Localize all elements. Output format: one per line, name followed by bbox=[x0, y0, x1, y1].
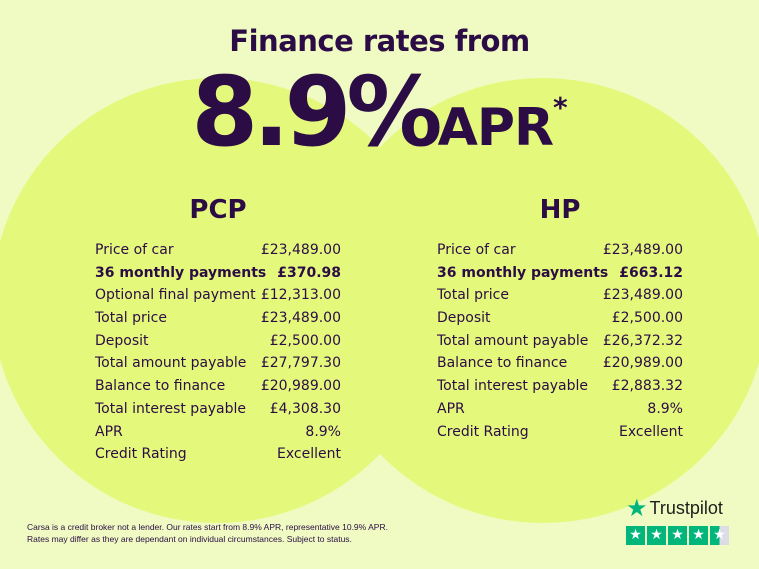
rate-unit: APR bbox=[437, 98, 554, 158]
row-value: 8.9% bbox=[647, 400, 683, 417]
rate-display: 8.9%APR* bbox=[0, 62, 759, 162]
pcp-title: PCP bbox=[189, 195, 247, 225]
hp-row: Deposit £2,500.00 bbox=[437, 307, 683, 330]
row-value: £663.12 bbox=[619, 264, 683, 281]
row-value: £2,883.32 bbox=[611, 378, 683, 395]
pcp-row: Total amount payable £27,797.30 bbox=[95, 352, 341, 375]
rating-star-icon: ★ bbox=[626, 526, 645, 545]
row-value: £23,489.00 bbox=[260, 310, 341, 327]
hp-row: Credit Rating Excellent bbox=[437, 421, 683, 444]
hp-panel: HP Price of car £23,489.00 36 monthly paym… bbox=[437, 195, 683, 443]
rating-star-icon: ★ bbox=[668, 526, 687, 545]
row-label: Optional final payment bbox=[95, 287, 256, 304]
disclaimer-line-1: Carsa is a credit broker not a lender. O… bbox=[27, 522, 388, 532]
row-label: Price of car bbox=[95, 242, 174, 258]
row-value: £23,489.00 bbox=[260, 242, 341, 258]
disclaimer: Carsa is a credit broker not a lender. O… bbox=[27, 521, 388, 545]
pcp-row: APR 8.9% bbox=[95, 421, 341, 444]
hp-row: Price of car £23,489.00 bbox=[437, 239, 683, 262]
pcp-row: Balance to finance £20,989.00 bbox=[95, 375, 341, 398]
row-label: 36 monthly payments bbox=[95, 264, 267, 281]
row-label: Total price bbox=[437, 287, 509, 304]
hp-row: APR 8.9% bbox=[437, 398, 683, 421]
pcp-row: Price of car £23,489.00 bbox=[95, 239, 341, 262]
row-value: £20,989.00 bbox=[602, 355, 683, 372]
row-value: £23,489.00 bbox=[602, 242, 683, 258]
disclaimer-line-2: Rates may differ as they are dependant o… bbox=[27, 534, 352, 544]
row-label: Total amount payable bbox=[95, 355, 247, 372]
row-label: Total interest payable bbox=[95, 400, 247, 417]
hp-row: 36 monthly payments £663.12 bbox=[437, 262, 683, 285]
row-label: Deposit bbox=[95, 332, 149, 349]
pcp-row: Total price £23,489.00 bbox=[95, 307, 341, 330]
row-value: 8.9% bbox=[305, 423, 341, 440]
row-label: APR bbox=[95, 423, 123, 440]
rate-asterisk: * bbox=[553, 91, 568, 124]
row-value: £26,372.32 bbox=[602, 332, 683, 349]
row-label: Balance to finance bbox=[95, 378, 226, 395]
pcp-row: Optional final payment £12,313.00 bbox=[95, 284, 341, 307]
row-label: Credit Rating bbox=[437, 423, 529, 440]
row-label: 36 monthly payments bbox=[437, 264, 609, 281]
row-value: £12,313.00 bbox=[260, 287, 341, 304]
rating-star-icon: ★ bbox=[689, 526, 708, 545]
hp-row: Total interest payable £2,883.32 bbox=[437, 375, 683, 398]
rate-value: 8.9% bbox=[191, 56, 442, 168]
row-label: Total interest payable bbox=[437, 378, 589, 395]
row-label: APR bbox=[437, 400, 465, 417]
rating-star-icon: ★ bbox=[710, 526, 729, 545]
row-value: £2,500.00 bbox=[611, 310, 683, 327]
row-value: Excellent bbox=[277, 446, 341, 463]
rating-star-icon: ★ bbox=[647, 526, 666, 545]
headline: Finance rates from bbox=[229, 24, 530, 58]
row-label: Total price bbox=[95, 310, 167, 327]
hp-row: Total price £23,489.00 bbox=[437, 284, 683, 307]
row-value: £23,489.00 bbox=[602, 287, 683, 304]
trustpilot-label: Trustpilot bbox=[649, 498, 723, 518]
trustpilot-badge[interactable]: ★ Trustpilot ★ ★ ★ ★ ★ bbox=[626, 494, 729, 545]
pcp-panel: PCP Price of car £23,489.00 36 monthly pay… bbox=[95, 195, 341, 466]
row-label: Credit Rating bbox=[95, 446, 187, 463]
hp-row: Balance to finance £20,989.00 bbox=[437, 352, 683, 375]
trustpilot-logo: ★ Trustpilot bbox=[626, 494, 729, 523]
row-value: £370.98 bbox=[277, 264, 341, 281]
pcp-row: 36 monthly payments £370.98 bbox=[95, 262, 341, 285]
row-value: £27,797.30 bbox=[260, 355, 341, 372]
pcp-row: Deposit £2,500.00 bbox=[95, 330, 341, 353]
row-value: £2,500.00 bbox=[269, 332, 341, 349]
row-value: £4,308.30 bbox=[269, 400, 341, 417]
pcp-row: Credit Rating Excellent bbox=[95, 443, 341, 466]
pcp-row: Total interest payable £4,308.30 bbox=[95, 398, 341, 421]
trustpilot-rating: ★ ★ ★ ★ ★ bbox=[626, 526, 729, 545]
row-label: Deposit bbox=[437, 310, 491, 327]
row-value: Excellent bbox=[619, 423, 683, 440]
background-circle-right bbox=[318, 78, 759, 523]
row-value: £20,989.00 bbox=[260, 378, 341, 395]
row-label: Total amount payable bbox=[437, 332, 589, 349]
star-icon: ★ bbox=[626, 495, 648, 522]
row-label: Price of car bbox=[437, 242, 516, 258]
row-label: Balance to finance bbox=[437, 355, 568, 372]
hp-row: Total amount payable £26,372.32 bbox=[437, 330, 683, 353]
hp-title: HP bbox=[539, 195, 581, 225]
